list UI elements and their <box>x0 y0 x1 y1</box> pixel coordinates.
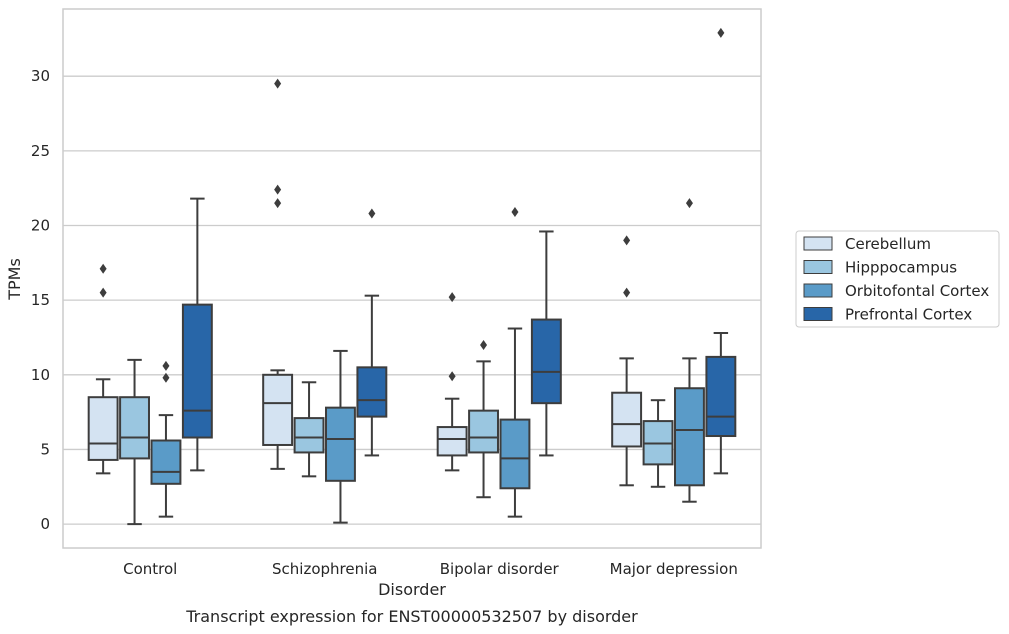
box-iqr <box>262 373 294 446</box>
legend-label: Hipppocampus <box>845 259 957 277</box>
box-0-0 <box>87 263 119 475</box>
legend-label: Prefrontal Cortex <box>845 306 972 324</box>
outlier-point <box>511 207 519 218</box>
box-1-2 <box>468 339 499 499</box>
outlier-point <box>685 198 693 209</box>
y-tick-label: 15 <box>31 291 50 309</box>
outlier-point <box>480 339 488 350</box>
y-tick-label: 10 <box>31 366 50 384</box>
y-tick-label: 30 <box>31 67 50 85</box>
y-tick-label: 0 <box>40 515 50 533</box>
box-iqr <box>293 417 325 454</box>
box-1-3 <box>642 399 674 488</box>
plot-frame <box>62 8 762 549</box>
box-iqr <box>87 396 119 461</box>
outlier-point <box>162 360 170 371</box>
outlier-point <box>448 371 456 382</box>
box-iqr <box>499 418 531 490</box>
outlier-point <box>368 208 376 219</box>
outlier-point <box>623 287 631 298</box>
legend: Cerebellum Hipppocampus Orbitofontal Corte… <box>795 230 1000 328</box>
x-tick-label: Control <box>123 560 177 578</box>
box-2-3 <box>674 198 705 503</box>
box-iqr <box>181 303 213 439</box>
box-3-2 <box>530 230 562 457</box>
legend-swatch <box>803 307 833 321</box>
y-tick-label: 20 <box>31 216 50 234</box>
legend-label: Cerebellum <box>845 235 931 253</box>
box-iqr <box>611 391 643 448</box>
x-tick-label: Bipolar disorder <box>440 560 560 578</box>
x-axis-label: Disorder <box>378 580 446 599</box>
box-2-2 <box>499 207 531 518</box>
legend-swatch <box>803 236 833 251</box>
y-axis-ticks: 0 5 10 15 20 25 30 <box>31 67 50 533</box>
box-2-0 <box>150 360 182 518</box>
outlier-point <box>274 184 282 195</box>
box-iqr <box>150 439 182 485</box>
outlier-point <box>717 27 725 38</box>
box-iqr <box>436 426 468 457</box>
box-iqr <box>325 406 356 482</box>
box-3-0 <box>181 197 213 472</box>
x-tick-label: Schizophrenia <box>272 560 377 578</box>
box-iqr <box>530 318 562 405</box>
box-2-1 <box>325 349 356 524</box>
box-iqr <box>119 396 150 460</box>
outlier-point <box>162 372 170 383</box>
box-0-1 <box>262 78 294 470</box>
outlier-point <box>274 78 282 89</box>
outlier-point <box>99 287 107 298</box>
box-1-0 <box>119 358 150 526</box>
legend-frame <box>795 230 1000 328</box>
chart-caption: Transcript expression for ENST0000053250… <box>185 607 638 626</box>
outlier-point <box>274 198 282 209</box>
box-plot-marks <box>87 27 737 526</box>
outlier-point <box>623 235 631 246</box>
legend-swatch <box>803 283 833 298</box>
box-3-3 <box>705 27 737 475</box>
outlier-point <box>448 292 456 303</box>
box-3-1 <box>356 208 388 457</box>
box-iqr <box>468 409 499 454</box>
box-0-3 <box>611 235 643 487</box>
box-iqr <box>705 355 737 438</box>
box-1-1 <box>293 381 325 478</box>
y-tick-label: 5 <box>40 440 50 458</box>
legend-label: Orbitofontal Cortex <box>845 282 989 300</box>
box-0-2 <box>436 292 468 472</box>
outlier-point <box>99 263 107 274</box>
x-axis-ticks: Control Schizophrenia Bipolar disorder Majo… <box>123 560 738 578</box>
box-iqr <box>356 366 388 418</box>
x-tick-label: Major depression <box>610 560 738 578</box>
y-tick-label: 25 <box>31 142 50 160</box>
box-iqr <box>674 387 705 487</box>
y-axis-label: TPMs <box>5 258 24 301</box>
legend-swatch <box>803 260 833 274</box>
